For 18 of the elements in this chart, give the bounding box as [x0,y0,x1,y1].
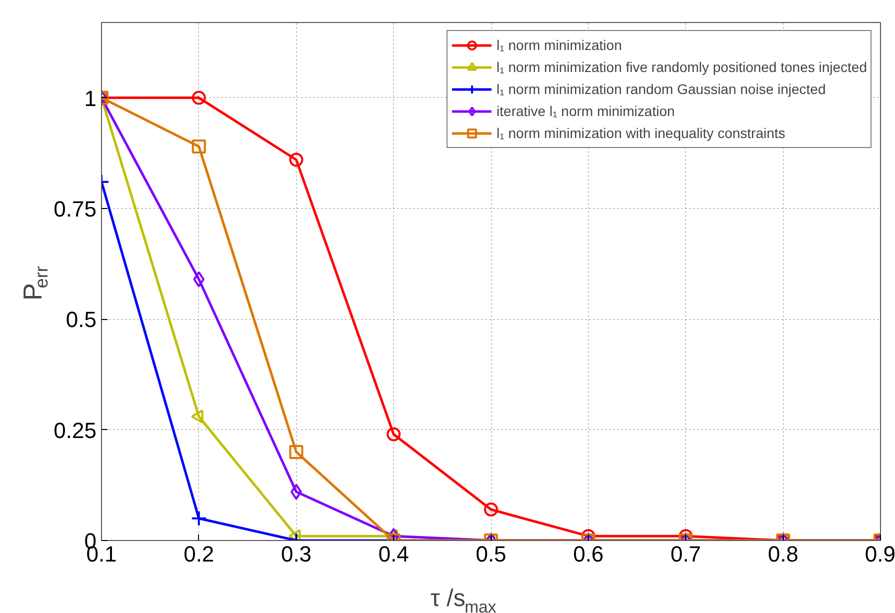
legend-label: l₁ norm minimization [496,36,622,54]
legend-label: l₁ norm minimization five randomly positioned tones injected [496,58,867,76]
x-tick-label: 0.6 [573,542,604,566]
x-tick-label: 0.7 [670,542,702,566]
x-tick-label: 0.2 [184,542,214,566]
y-tick-label: 0.75 [54,196,97,222]
legend-label: l₁ norm minimization random Gaussian noise injected [496,80,826,98]
x-tick-label: 0.5 [476,542,506,566]
legend-label: iterative l₁ norm minimization [496,102,675,120]
y-tick-label: 0.25 [54,418,97,443]
y-tick-label: 0.5 [66,307,97,332]
y-axis-title: Perr [18,266,52,300]
x-tick-label: 0.3 [280,542,312,566]
y-tick-label: 1 [84,86,97,111]
x-tick-label: 0.9 [864,542,895,566]
x-tick-label: 0.8 [768,542,798,566]
legend-label: l₁ norm minimization with inequality constraints [496,124,786,142]
x-tick-label: 0.4 [378,542,409,566]
